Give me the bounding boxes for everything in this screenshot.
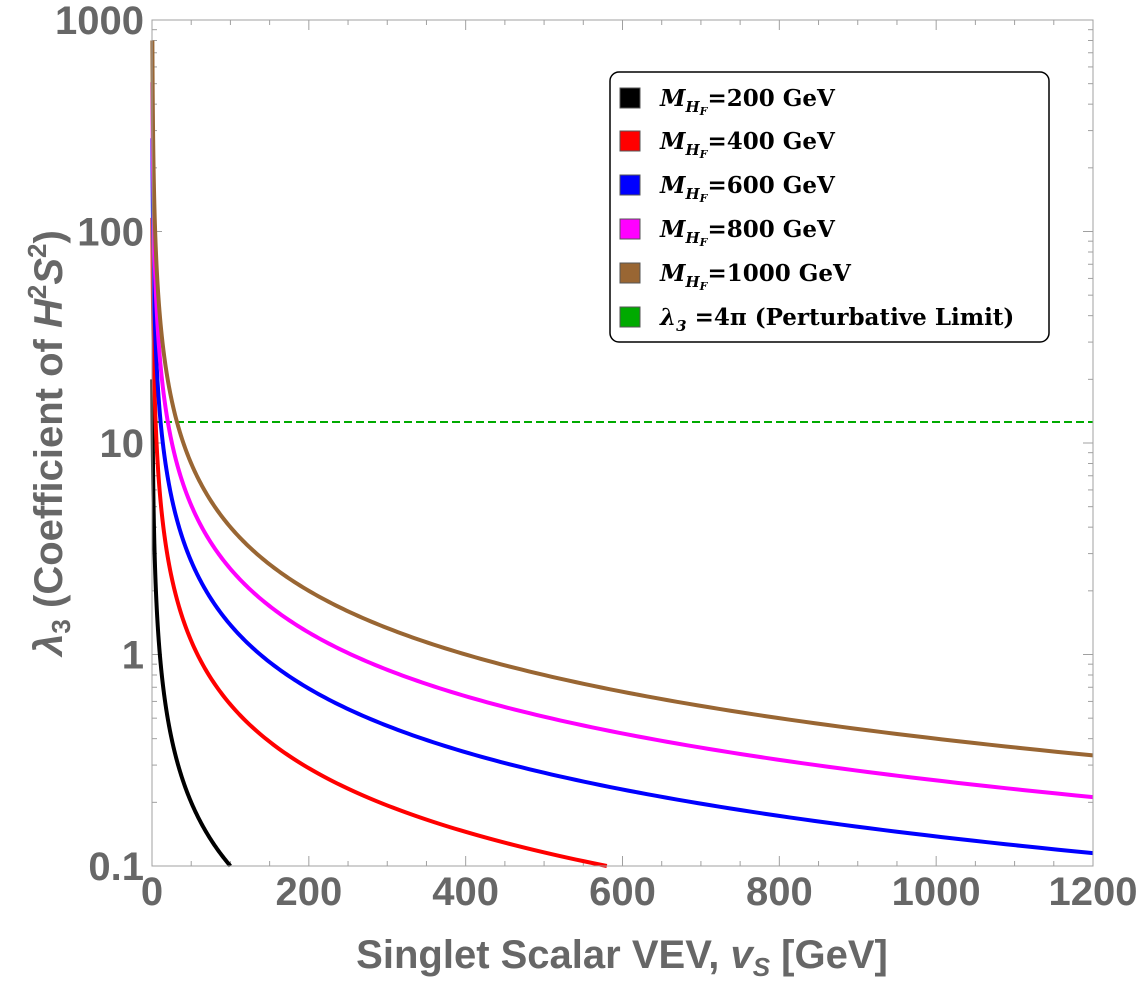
y-tick-label: 10 xyxy=(100,422,145,466)
x-tick-label: 800 xyxy=(746,870,813,914)
x-tick-label: 600 xyxy=(589,870,656,914)
legend: MHF=200 GeV MHF=400 GeV MHF=600 GeV MHF=… xyxy=(609,71,1050,343)
series-line-1000 xyxy=(150,40,1094,758)
y-tick-label: 100 xyxy=(77,211,144,255)
series-curves xyxy=(150,40,1094,868)
y-tick-label: 0.1 xyxy=(88,845,144,889)
legend-label-200: MHF=200 GeV xyxy=(659,85,836,118)
legend-swatch-limit xyxy=(619,306,641,328)
legend-label-600: MHF=600 GeV xyxy=(659,172,836,205)
plot-frame xyxy=(151,19,1094,867)
x-tick-label: 0 xyxy=(141,870,163,914)
legend-swatch-400 xyxy=(619,130,641,152)
legend-box xyxy=(609,71,1050,343)
tick-labels: 0 200 400 600 800 1000 1200 0.1 1 10 100 1000 xyxy=(55,0,1137,914)
legend-label-400: MHF=400 GeV xyxy=(659,128,836,161)
y-axis-title: λ3 (Coefficient of H2S2) xyxy=(22,230,76,658)
legend-swatch-800 xyxy=(619,218,641,240)
legend-swatch-200 xyxy=(619,87,641,109)
x-axis-title: Singlet Scalar VEV, vS [GeV] xyxy=(356,933,888,982)
y-tick-label: 1 xyxy=(122,634,144,678)
x-tick-label: 400 xyxy=(432,870,499,914)
x-tick-label: 1200 xyxy=(1049,870,1138,914)
y-tick-label: 1000 xyxy=(55,0,144,43)
series-line-200 xyxy=(150,378,232,868)
x-tick-label: 200 xyxy=(275,870,342,914)
legend-swatch-600 xyxy=(619,174,641,196)
legend-label-limit: λ3 =4π (Perturbative Limit) xyxy=(659,304,1014,335)
legend-label-800: MHF=800 GeV xyxy=(659,216,836,249)
legend-swatch-1000 xyxy=(619,262,641,284)
x-tick-label: 1000 xyxy=(892,870,981,914)
legend-label-1000: MHF=1000 GeV xyxy=(659,260,852,293)
series-line-400 xyxy=(150,217,608,868)
